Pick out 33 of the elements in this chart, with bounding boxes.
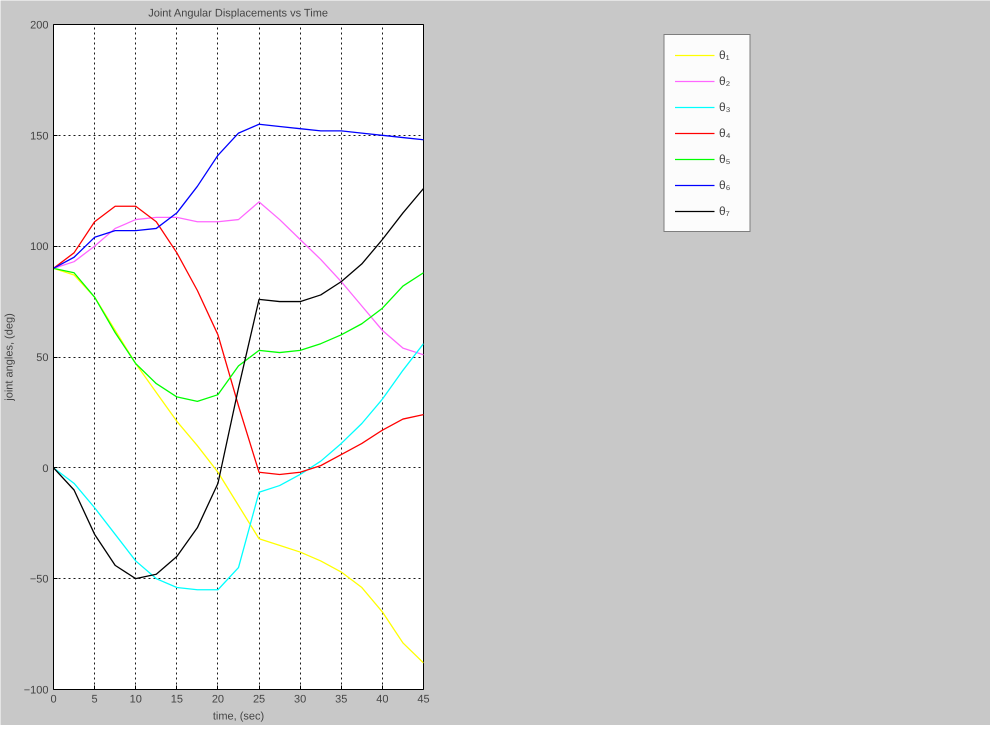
x-tick-label: 5: [92, 694, 98, 706]
line-series: [54, 201, 424, 356]
y-tick-label: 200: [30, 20, 49, 32]
legend-label: θ₁: [719, 48, 731, 62]
legend-label: θ₃: [719, 100, 732, 114]
x-tick-label: 45: [417, 694, 430, 706]
x-tick-label: 0: [50, 694, 57, 706]
x-tick-label: 30: [294, 694, 306, 706]
legend-label: θ₅: [719, 152, 732, 166]
legend-label: θ₄: [719, 126, 732, 140]
y-tick-label: 100: [30, 241, 49, 254]
y-axis-title: joint angles, (deg): [4, 313, 16, 402]
x-tick-label: 25: [252, 694, 266, 706]
legend-label: θ₂: [719, 74, 732, 88]
y-tick-label: 150: [30, 130, 49, 142]
line-series: [54, 206, 424, 476]
line-series: [54, 124, 424, 269]
legend-label: θ₇: [719, 204, 731, 218]
x-tick-label: 10: [130, 694, 142, 706]
line-series: [54, 268, 424, 664]
line-series: [54, 268, 424, 402]
y-tick-label: 0: [42, 462, 49, 475]
line-series: [54, 343, 424, 590]
x-tick-label: 20: [212, 694, 224, 706]
y-tick-label: −50: [30, 574, 49, 586]
x-tick-label: 35: [335, 694, 348, 706]
chart-title: Joint Angular Displacements vs Time: [148, 8, 328, 20]
y-tick-label: −100: [24, 684, 49, 696]
y-tick-label: 50: [36, 352, 49, 364]
x-tick-label: 15: [170, 694, 183, 706]
legend-label: θ₆: [719, 178, 732, 192]
x-axis-title: time, (sec): [212, 710, 264, 722]
x-tick-label: 40: [376, 694, 389, 706]
